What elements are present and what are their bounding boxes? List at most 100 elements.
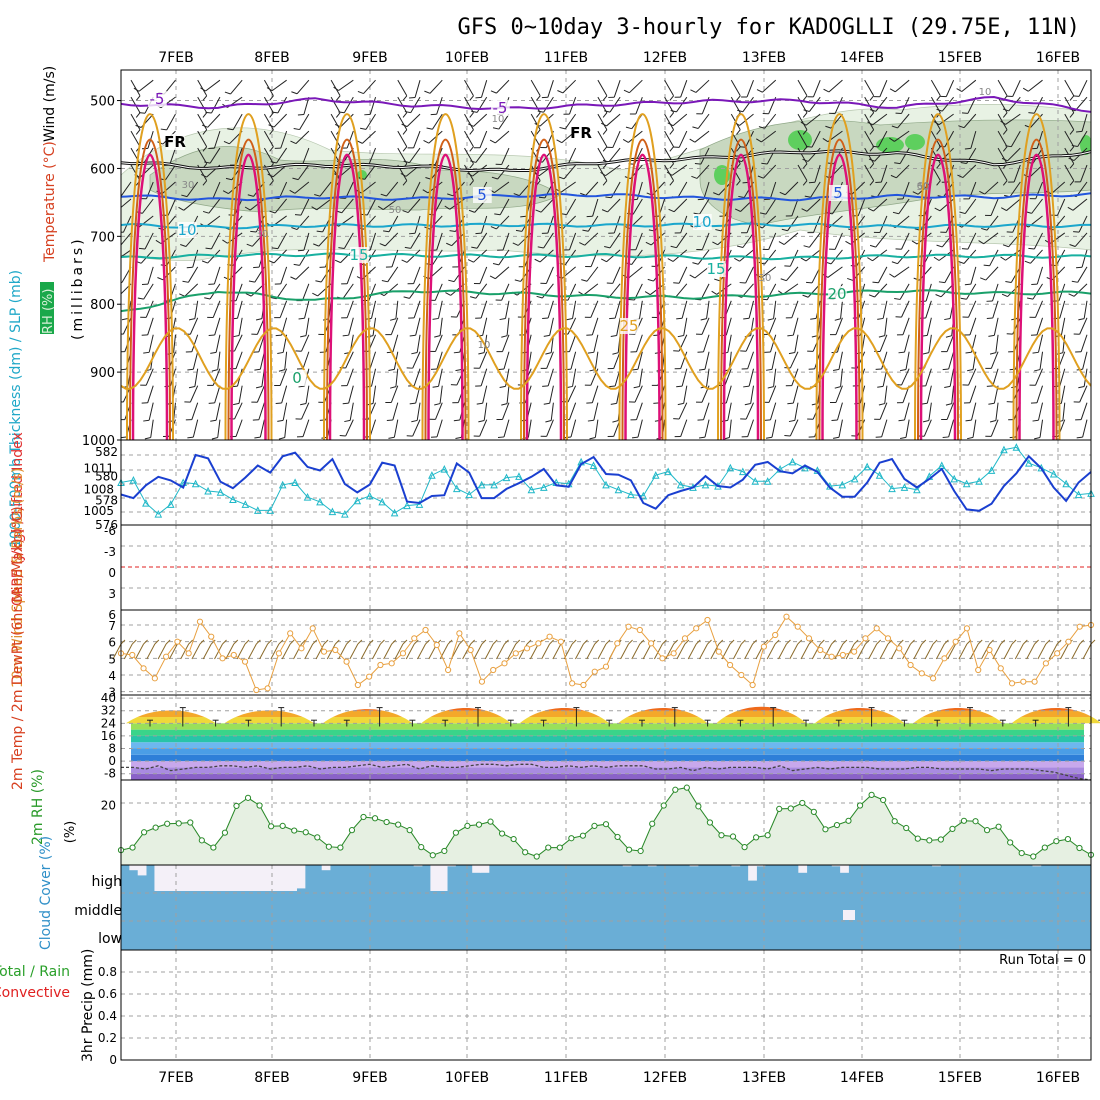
wind-barb [545, 266, 554, 284]
contour-label-bg [828, 286, 847, 302]
wind-barb [680, 419, 688, 437]
wind-barb [1062, 334, 1066, 353]
wind-barb [273, 249, 287, 264]
wind-barb-flag [834, 386, 841, 389]
wind10m-point [219, 655, 226, 662]
wind10m-point [241, 658, 249, 665]
wind-barb-flag [121, 318, 128, 321]
wind10m-barb [823, 643, 833, 660]
wind-barb [1074, 232, 1088, 247]
wind-barb-flag [497, 436, 505, 438]
wind-barb [527, 351, 532, 370]
wind-barb [167, 198, 176, 216]
cloud-high-gap [840, 865, 849, 873]
rh2m-point [325, 843, 332, 850]
wind-barb-flag [602, 180, 608, 186]
wind-barb [361, 181, 376, 194]
thickness-point [166, 500, 175, 508]
wind-barb-flag [806, 281, 813, 284]
wind-barb [905, 419, 910, 438]
wind10m-barb-flag [492, 639, 498, 645]
rh2m-point [210, 844, 217, 851]
cloud-level-middle: middle [74, 903, 122, 919]
temperature-color-bands [125, 706, 1100, 780]
wind-barb-flag [612, 420, 619, 423]
wind10m-tick-label: 4 [108, 669, 116, 683]
wind-barb-flag [756, 89, 763, 93]
upper-air-panel: -5 -5FR FR5 510 1015152025010303050501010306… [40, 66, 1092, 449]
wind-barb [786, 266, 799, 281]
wind-barb [590, 300, 599, 318]
wind-barb-flag [921, 402, 928, 405]
wind-barb [393, 419, 399, 438]
rh2m-point [545, 844, 552, 851]
wind-barb [614, 300, 621, 319]
wind-barb-flag [492, 127, 499, 130]
wind-barb-flag [877, 385, 884, 388]
wind-barb [148, 402, 154, 421]
wind10m-barb-flag [222, 639, 227, 645]
thickness-point [365, 491, 374, 500]
cloud-high-gap [271, 865, 281, 891]
wind10m-point [986, 646, 993, 654]
wind-barb [636, 402, 643, 420]
wind-barb [747, 419, 754, 437]
wind-barb-flag [600, 258, 607, 263]
wind-barb-flag [144, 436, 151, 440]
wind-barb [997, 79, 1008, 97]
contour-label: FR [164, 133, 186, 151]
wind-barb [235, 351, 243, 369]
wind-barb-flag [1068, 157, 1075, 162]
diurnal-isotherm [624, 153, 661, 440]
wind10m-barb [168, 643, 178, 660]
wind-barb [814, 164, 821, 183]
temp2m-tick-label: 8 [108, 742, 116, 756]
wind-barb-flag [478, 419, 485, 423]
wind10m-barb-flag [774, 639, 780, 645]
rh2m-tick-label: 20 [101, 799, 116, 813]
diurnal-isotherm [1018, 153, 1055, 440]
wind10m-barb [484, 643, 494, 660]
thickness-point [651, 471, 660, 479]
wind-barb [429, 215, 443, 230]
wind-barb-flag [292, 177, 299, 181]
wind10m-barb-flag [921, 639, 927, 645]
wind-barb-flag [338, 247, 345, 250]
wind-barb-flag [965, 419, 972, 422]
wind10m-barb [653, 643, 663, 660]
thickness-point [415, 500, 424, 508]
wind-barb [479, 266, 488, 284]
wind10m-barb [202, 643, 212, 660]
rh2m-point [776, 805, 783, 813]
wind-barb [1074, 96, 1088, 112]
wind-barb [541, 147, 554, 163]
rh2m-point [949, 825, 956, 832]
wind-barb-flag [600, 171, 606, 177]
wind-barb [301, 402, 310, 420]
isotherm-10 [121, 222, 1091, 230]
wind-barb-flag [469, 163, 474, 169]
wind-barb [895, 79, 910, 93]
rh2m-point [660, 802, 667, 809]
rh2m-point [822, 826, 829, 833]
wind10m-barb [552, 643, 562, 660]
wind10m-barb [281, 643, 291, 660]
wind-barb-flag [823, 88, 830, 93]
wind-barb-flag [202, 146, 208, 152]
wind-barb [464, 164, 474, 181]
thickness-point [589, 461, 598, 469]
wind-barb [304, 300, 310, 319]
wind10m-point [298, 645, 305, 652]
thickness-point [1074, 490, 1083, 499]
wind-barb-flag [736, 95, 741, 101]
rh2m-point [383, 818, 390, 826]
wind10m-barb-flag [346, 639, 351, 645]
wind-barb [853, 215, 866, 231]
wind-barb-flag [255, 386, 263, 389]
wind-barb-flag [246, 243, 253, 247]
wind-barb-flag [605, 196, 612, 199]
thickness-point [987, 466, 996, 474]
wind-barb [276, 283, 288, 300]
wind-barb [435, 334, 443, 352]
wind-barb [704, 351, 710, 370]
